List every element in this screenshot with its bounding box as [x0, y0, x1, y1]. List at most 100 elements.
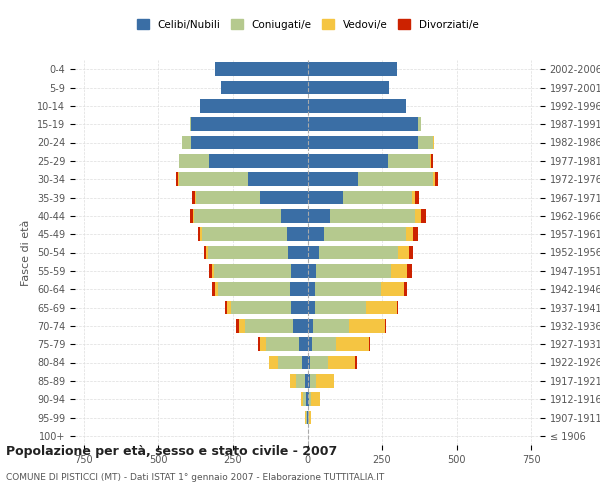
Bar [179, 172, 248, 186]
Bar [212, 264, 214, 278]
Bar [343, 190, 412, 204]
Legend: Celibi/Nubili, Coniugati/e, Vedovi/e, Divorziati/e: Celibi/Nubili, Coniugati/e, Vedovi/e, Di… [133, 15, 482, 34]
Bar [336, 338, 368, 351]
Bar [308, 264, 316, 278]
Bar [214, 264, 291, 278]
Bar [306, 410, 307, 424]
Bar [308, 300, 315, 314]
Bar [299, 338, 308, 351]
Bar [315, 300, 365, 314]
Bar [178, 172, 179, 186]
Bar [206, 246, 208, 260]
Bar [303, 392, 306, 406]
Bar [212, 282, 215, 296]
Bar [330, 209, 415, 222]
Bar [296, 374, 305, 388]
Bar [418, 136, 433, 149]
Bar [193, 209, 194, 222]
Bar [435, 172, 438, 186]
Bar [319, 246, 398, 260]
Bar [266, 338, 299, 351]
Bar [349, 319, 385, 332]
Bar [413, 228, 418, 241]
Bar [328, 356, 355, 370]
Bar [182, 136, 191, 149]
Bar [190, 209, 193, 222]
Bar [310, 374, 316, 388]
Bar [308, 246, 319, 260]
Bar [308, 319, 313, 332]
Bar [281, 209, 308, 222]
Bar [301, 392, 303, 406]
Bar [308, 392, 309, 406]
Bar [308, 80, 389, 94]
Bar [287, 228, 308, 241]
Bar [391, 264, 407, 278]
Bar [195, 190, 196, 204]
Bar [308, 172, 358, 186]
Bar [368, 338, 370, 351]
Bar [245, 319, 293, 332]
Bar [224, 300, 227, 314]
Bar [433, 172, 435, 186]
Bar [308, 374, 310, 388]
Bar [415, 209, 421, 222]
Bar [308, 356, 310, 370]
Bar [380, 282, 404, 296]
Bar [196, 190, 260, 204]
Bar [191, 118, 308, 131]
Bar [215, 282, 218, 296]
Bar [232, 300, 291, 314]
Bar [290, 374, 296, 388]
Bar [406, 228, 413, 241]
Bar [388, 154, 430, 168]
Bar [308, 282, 315, 296]
Bar [397, 300, 398, 314]
Bar [278, 356, 302, 370]
Bar [312, 338, 336, 351]
Bar [290, 282, 308, 296]
Bar [194, 209, 281, 222]
Bar [190, 118, 191, 131]
Bar [311, 392, 320, 406]
Bar [308, 190, 343, 204]
Bar [433, 136, 434, 149]
Bar [305, 410, 306, 424]
Bar [308, 99, 406, 112]
Bar [308, 410, 309, 424]
Bar [302, 356, 308, 370]
Bar [309, 410, 311, 424]
Bar [293, 319, 308, 332]
Bar [430, 154, 431, 168]
Bar [209, 264, 212, 278]
Bar [176, 172, 178, 186]
Bar [198, 228, 200, 241]
Bar [415, 190, 419, 204]
Bar [409, 246, 413, 260]
Bar [306, 392, 308, 406]
Bar [308, 154, 388, 168]
Bar [236, 319, 239, 332]
Bar [291, 300, 308, 314]
Bar [248, 172, 308, 186]
Bar [227, 300, 232, 314]
Bar [200, 99, 308, 112]
Bar [308, 62, 397, 76]
Bar [192, 190, 195, 204]
Bar [308, 118, 418, 131]
Bar [179, 154, 209, 168]
Bar [308, 228, 324, 241]
Bar [315, 282, 380, 296]
Bar [365, 300, 397, 314]
Bar [269, 356, 278, 370]
Bar [202, 228, 287, 241]
Bar [308, 209, 330, 222]
Bar [200, 228, 202, 241]
Bar [215, 62, 308, 76]
Bar [412, 190, 415, 204]
Bar [404, 282, 407, 296]
Text: Popolazione per età, sesso e stato civile - 2007: Popolazione per età, sesso e stato civil… [6, 445, 337, 458]
Bar [191, 136, 308, 149]
Bar [308, 136, 418, 149]
Bar [385, 319, 386, 332]
